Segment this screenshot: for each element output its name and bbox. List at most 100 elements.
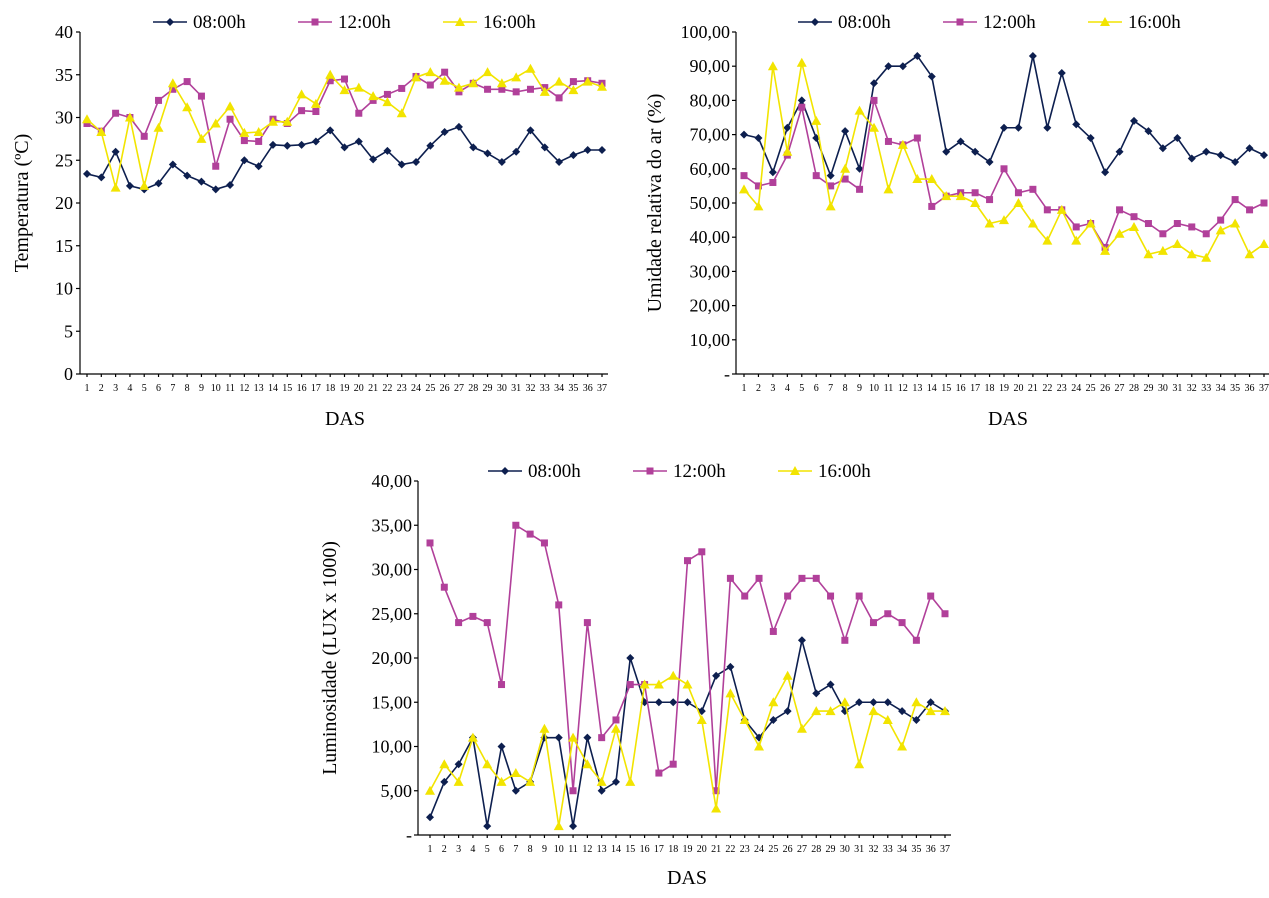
series-0800h [83,122,606,194]
data-point [555,94,563,102]
data-point [225,101,236,111]
data-point [1187,154,1196,163]
data-point [1259,239,1269,249]
data-point [869,122,879,132]
data-point [669,698,678,707]
data-point [182,102,193,112]
y-axis-title: Temperatura (ºC) [11,134,33,273]
data-point [568,85,579,95]
x-tick-label: 5 [799,383,804,394]
data-point [683,698,692,707]
data-point [484,85,492,93]
x-tick-label: 3 [113,383,118,394]
data-point [913,51,922,60]
data-point [971,189,979,197]
data-point [154,179,163,188]
y-tick-label: 30,00 [690,261,731,281]
data-point [825,201,836,211]
data-point [226,181,235,190]
data-point [986,196,994,204]
data-point [682,679,693,689]
data-point [942,147,951,156]
data-point [883,698,892,707]
x-tick-label: 34 [1216,383,1226,394]
data-point [798,574,806,582]
data-point [568,732,579,742]
data-point [455,88,463,96]
data-point [797,96,806,105]
x-tick-label: 11 [225,383,235,394]
x-tick-label: 15 [282,383,292,394]
y-tick-label: 20,00 [372,648,413,668]
x-axis-title: DAS [988,408,1028,430]
y-tick-label: 30,00 [372,560,413,580]
x-tick-label: 27 [454,383,464,394]
y-tick-label: 30 [55,108,73,128]
x-tick-label: 37 [597,383,607,394]
data-point [555,157,564,166]
data-point [726,662,735,671]
data-point [970,198,981,207]
y-tick-label: 25,00 [372,604,413,624]
x-axis-title: DAS [667,867,707,889]
data-point [784,592,792,600]
x-tick-label: 34 [554,383,564,394]
data-point [540,143,549,152]
x-tick-label: 25 [768,844,778,855]
data-point [467,732,478,742]
data-point [839,697,850,707]
data-point [1072,223,1080,231]
data-point [1173,220,1181,228]
data-point [212,162,220,170]
data-point [1043,206,1051,214]
data-point [296,89,307,99]
data-point [897,139,908,149]
data-point [669,760,677,768]
data-point [1231,196,1239,204]
data-point [767,61,778,71]
series-line [743,61,1265,259]
data-point [569,822,578,831]
x-tick-label: 37 [940,844,950,855]
data-point [782,670,793,680]
x-tick-label: 16 [956,383,966,394]
data-point [753,201,764,211]
data-point [1100,245,1111,255]
data-point [840,163,851,173]
series-0800h [426,636,949,831]
legend-item: 16:00h [443,12,536,33]
data-point [1173,134,1182,143]
data-point [1201,252,1212,262]
data-point [928,202,936,210]
data-point [540,539,548,547]
x-tick-label: 7 [170,383,175,394]
y-tick-label: 15,00 [372,692,413,712]
data-point [1029,185,1037,193]
data-point [554,76,565,86]
data-point [469,143,478,152]
chart-umidade-relativa: - 10,00 20,00 30,00 40,00 50,00 60,00 70,00 80,0… [644,12,1269,430]
x-tick-label: 13 [597,844,607,855]
data-point [884,137,892,145]
x-tick-label: 28 [811,844,821,855]
data-point [210,118,221,128]
y-tick-label: 25 [55,150,73,170]
data-point [498,85,506,93]
data-point [498,681,506,689]
data-point [1000,165,1008,173]
legend-marker [811,18,819,26]
data-point [597,786,606,795]
data-point [1246,206,1254,214]
legend-marker [790,466,800,475]
data-point [554,733,563,742]
y-tick-label: 40,00 [372,471,413,491]
data-point [553,821,564,831]
x-tick-label: 20 [697,844,707,855]
data-point [971,147,980,156]
legend-item: 12:00h [298,12,391,33]
y-tick-label: 100,00 [681,22,731,42]
x-tick-label: 35 [568,383,578,394]
x-tick-label: 37 [1259,383,1269,394]
x-tick-label: 14 [268,383,278,394]
data-point [711,803,722,813]
